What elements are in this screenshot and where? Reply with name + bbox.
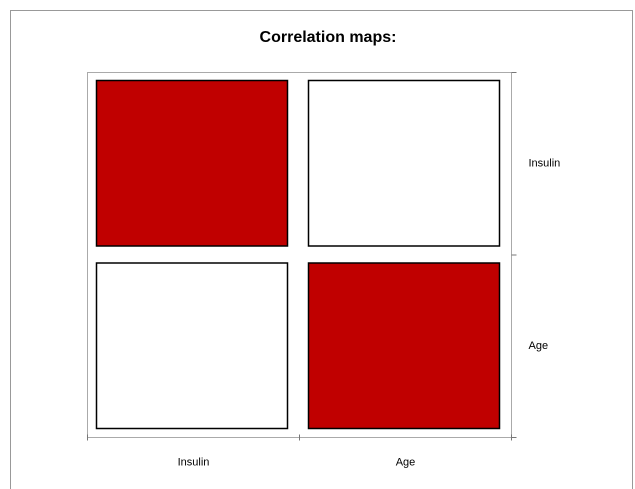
heatmap-cell (95, 79, 289, 247)
x-tick-label: Age (396, 456, 416, 468)
y-tick-label: Age (529, 340, 549, 352)
heatmap-cell (95, 262, 289, 430)
x-tick-label: Insulin (178, 456, 210, 468)
frame (10, 10, 633, 489)
y-tick-label: Insulin (529, 158, 561, 170)
heatmap-cell (307, 79, 501, 247)
chart-title: Correlation maps: (260, 29, 397, 46)
heatmap-cell (307, 262, 501, 430)
